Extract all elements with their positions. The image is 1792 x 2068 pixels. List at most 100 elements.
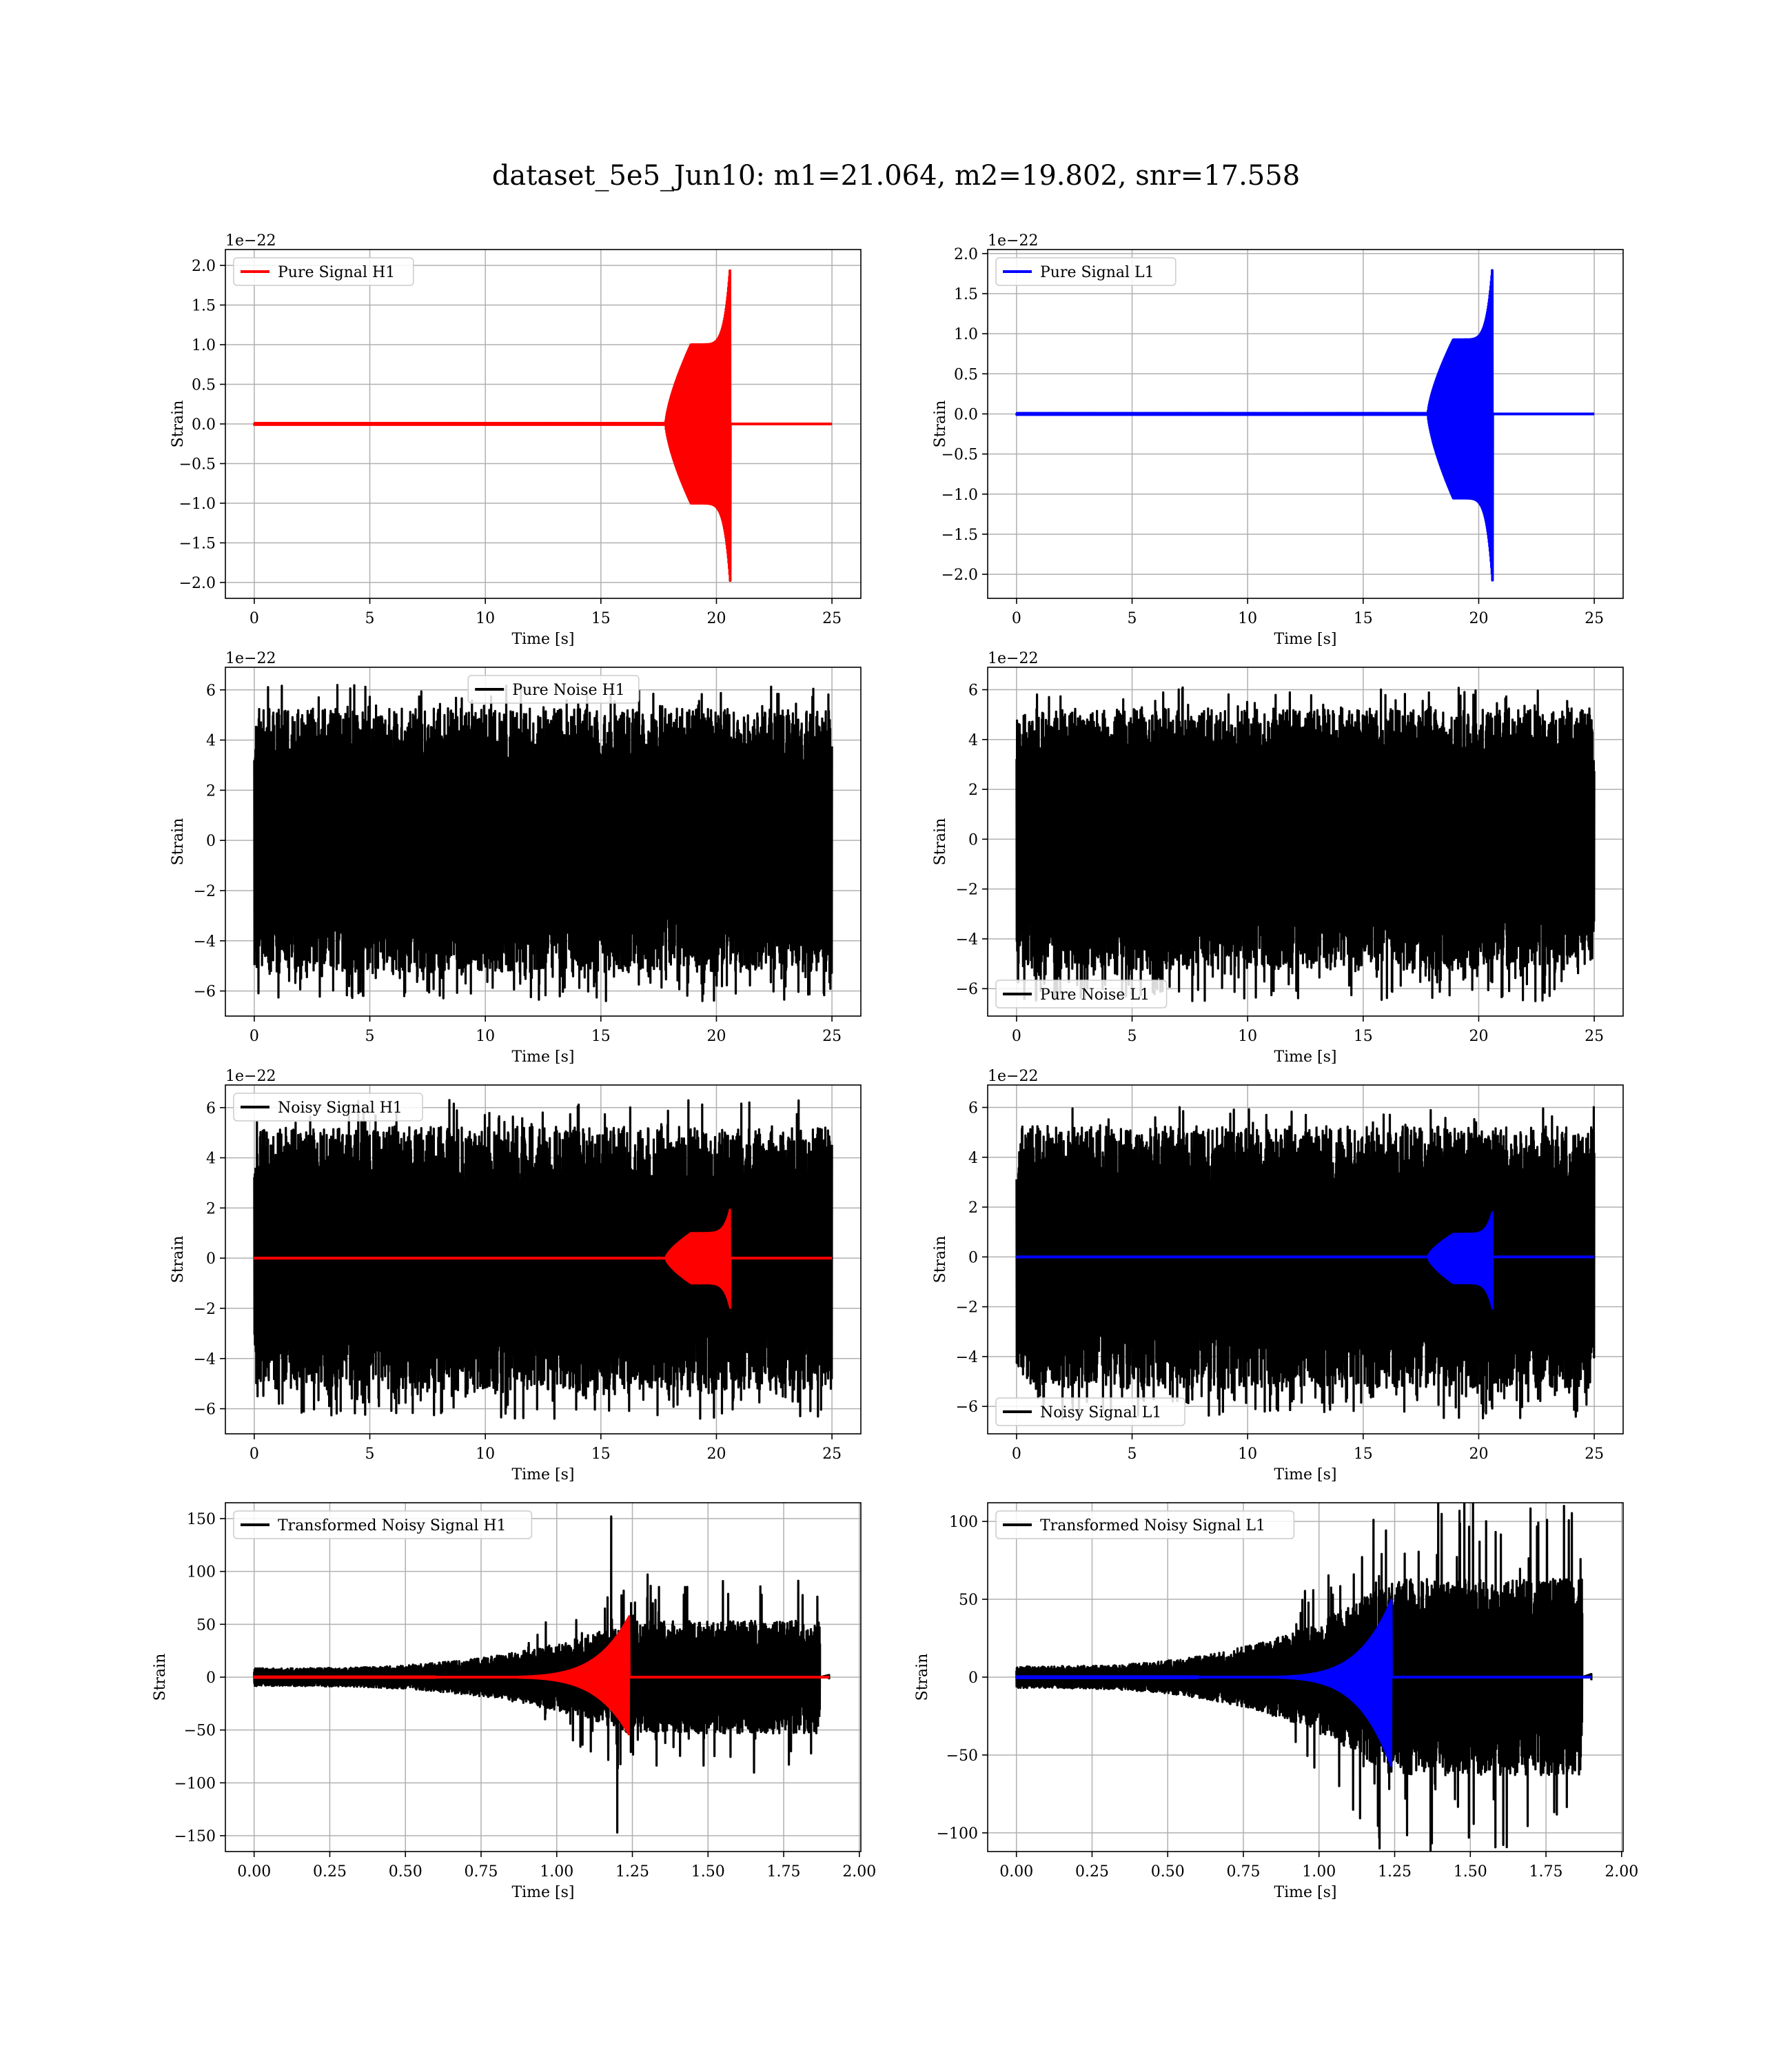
y-tick-label: −2 [194,883,216,900]
plot-area [1015,1106,1596,1420]
x-tick-label: 15 [1354,1446,1373,1463]
legend-box [233,1510,533,1539]
axes-frame [987,249,1624,599]
x-tick-label: 0.00 [237,1863,271,1881]
x-tick-label: 1.00 [1302,1863,1336,1881]
x-tick-label: 5 [365,1028,375,1045]
y-tick-label: 0.5 [954,366,978,383]
x-tick-label: 5 [1128,610,1137,627]
axes-frame [225,1084,862,1435]
legend-box [467,675,640,704]
plot-area [1015,686,1596,1002]
x-axis-label: Time [s] [511,1884,574,1901]
x-axis-label: Time [s] [1274,1466,1336,1483]
legend-label: Pure Noise L1 [1040,986,1150,1004]
y-tick-label: 6 [206,1100,216,1117]
legend-label: Noisy Signal L1 [1040,1404,1161,1421]
x-tick-label: 10 [476,1446,495,1463]
y-tick-label: −0.5 [179,456,216,474]
legend: Pure Noise L1 [995,980,1168,1008]
y-axis-label: Strain [170,1236,187,1284]
x-tick-label: 0 [1012,1028,1021,1045]
legend-label: Pure Signal L1 [1040,264,1154,281]
y-tick-label: 0.0 [192,416,216,434]
x-axis-label: Time [s] [511,1466,574,1483]
x-tick-label: 1.75 [1529,1863,1563,1881]
x-tick-label: 20 [1469,1028,1488,1045]
legend: Noisy Signal L1 [995,1397,1185,1426]
axes-frame [987,1084,1624,1435]
legend: Transformed Noisy Signal H1 [233,1510,533,1539]
legend-box [995,257,1177,286]
y-axis-label: Strain [932,401,949,448]
y-axis-label: Strain [170,818,187,866]
x-axis-label: Time [s] [511,631,574,648]
x-tick-label: 10 [1238,610,1257,627]
x-tick-label: 20 [706,1446,726,1463]
x-tick-label: 10 [476,610,495,627]
x-tick-label: 0 [250,1446,259,1463]
y-tick-label: −100 [937,1825,978,1843]
y-axis-label: Strain [170,401,187,448]
y-tick-label: −2 [194,1301,216,1318]
x-tick-label: 0 [1012,1446,1021,1463]
y-tick-label: 2.0 [954,246,978,263]
x-axis-label: Time [s] [1274,1884,1336,1901]
y-tick-label: 6 [968,682,978,700]
legend-box [995,980,1168,1008]
legend: Noisy Signal H1 [233,1093,423,1122]
y-tick-label: 150 [187,1511,216,1528]
legend-label: Pure Noise H1 [512,682,625,699]
x-tick-label: 25 [1585,1446,1604,1463]
panels: 0 5 10 15 20 25−2.0−1.5−1.0−0.50.00.51.01.52.… [152,232,1638,1901]
y-tick-label: 4 [968,732,978,749]
series-line [253,684,833,1002]
y-tick-label: 0 [968,1670,978,1687]
x-tick-label: 5 [365,1446,375,1463]
x-tick-label: 10 [1238,1028,1257,1045]
chart-panel-6: 0 5 10 15 20 25 −6 −4 −2 0 2 4 6 Time [s] Strain 1e−22 N… [932,1068,1624,1483]
y-tick-label: −100 [174,1775,216,1792]
series-line [252,269,833,582]
legend-label: Noisy Signal H1 [278,1099,403,1117]
y-tick-label: −6 [956,981,978,998]
y-tick-label: −2.0 [941,567,978,584]
y-axis-label: Strain [932,1236,949,1284]
axis-offset-text: 1e−22 [225,232,276,250]
x-tick-label: 15 [1354,1028,1373,1045]
x-tick-label: 1.50 [1454,1863,1487,1881]
x-tick-label: 15 [591,1028,611,1045]
axis-offset-text: 1e−22 [225,650,276,667]
axis-offset-text: 1e−22 [988,650,1038,667]
y-tick-label: −6 [194,1401,216,1419]
y-tick-label: 2.0 [192,258,216,275]
figure-suptitle: dataset_5e5_Jun10: m1=21.064, m2=19.802,… [492,160,1300,192]
x-tick-label: 20 [706,610,726,627]
x-tick-label: 5 [1128,1028,1137,1045]
axes-frame [987,667,1624,1017]
y-tick-label: −50 [184,1723,216,1740]
series-line [1015,686,1596,1002]
x-tick-label: 5 [1128,1446,1137,1463]
plot-area [253,684,833,1002]
x-tick-label: 10 [1238,1446,1257,1463]
chart-panel-7: 0.00 0.25 0.50 0.75 1.00 1.25 1.50 1.75 2.00 −150… [152,1502,876,1901]
x-tick-label: 0.25 [313,1863,347,1881]
x-tick-label: 5 [365,610,375,627]
chart-panel-4: 0 5 10 15 20 25 −6 −4 −2 0 2 4 6 Time [s] Strain 1e−22 P… [932,650,1624,1066]
x-tick-label: 15 [591,610,611,627]
x-tick-label: 20 [706,1028,726,1045]
y-tick-label: −2 [956,882,978,899]
y-tick-label: 1.5 [192,298,216,315]
y-tick-label: 2 [968,1199,978,1217]
legend-box [995,1510,1295,1539]
y-tick-label: 1.5 [954,286,978,303]
y-tick-label: 1.0 [192,337,216,354]
y-axis-label: Strain [152,1654,169,1701]
y-tick-label: −1.5 [179,536,216,553]
x-tick-label: 25 [1585,1028,1604,1045]
series-line [253,1099,833,1420]
x-tick-label: 15 [1354,610,1373,627]
x-tick-label: 10 [476,1028,495,1045]
plot-area [253,1099,833,1420]
